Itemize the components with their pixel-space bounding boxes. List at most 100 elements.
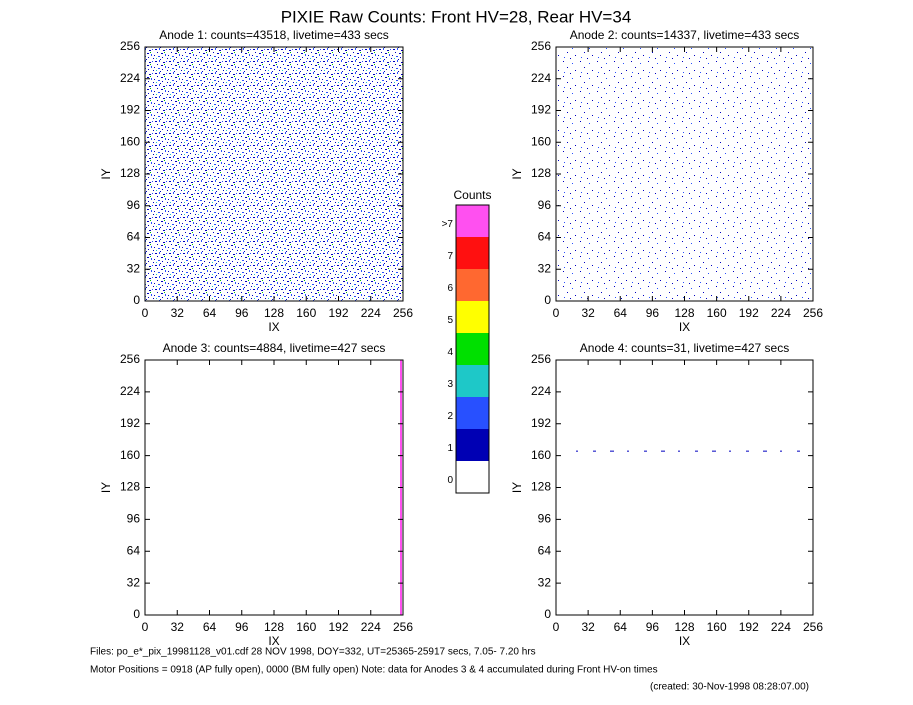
- count-image: [145, 47, 403, 301]
- y-tick-label: 192: [531, 103, 551, 117]
- y-tick-label: 224: [531, 71, 551, 85]
- y-tick-label: 192: [531, 416, 551, 430]
- y-tick-label: 224: [120, 384, 140, 398]
- count-image: [627, 450, 629, 452]
- colorbar-label: 7: [447, 251, 453, 262]
- y-tick-label: 128: [531, 166, 551, 180]
- y-tick-label: 32: [538, 261, 552, 275]
- x-tick-label: 256: [803, 620, 823, 634]
- plot-title: Anode 2: counts=14337, livetime=433 secs: [570, 28, 800, 42]
- count-image: [797, 450, 800, 452]
- x-tick-label: 32: [581, 620, 595, 634]
- y-tick-label: 0: [133, 293, 140, 307]
- x-tick-label: 224: [771, 306, 791, 320]
- x-tick-label: 160: [707, 620, 727, 634]
- x-tick-label: 128: [674, 306, 694, 320]
- x-tick-label: 160: [296, 306, 316, 320]
- x-tick-label: 32: [171, 306, 185, 320]
- colorbar-swatch: [456, 237, 489, 269]
- colorbar-label: 5: [447, 315, 453, 326]
- count-image: [644, 450, 647, 452]
- footer-line: Files: po_e*_pix_19981128_v01.cdf 28 NOV…: [90, 647, 536, 658]
- y-tick-label: 160: [531, 134, 551, 148]
- count-image: [780, 450, 782, 452]
- y-tick-label: 64: [127, 543, 141, 557]
- x-tick-label: 224: [361, 620, 381, 634]
- y-tick-label: 96: [127, 512, 141, 526]
- x-tick-label: 256: [393, 620, 413, 634]
- x-tick-label: 224: [361, 306, 381, 320]
- x-tick-label: 32: [171, 620, 185, 634]
- x-tick-label: 128: [264, 306, 284, 320]
- colorbar-swatch: [456, 365, 489, 397]
- x-tick-label: 128: [264, 620, 284, 634]
- colorbar-label: 6: [447, 283, 453, 294]
- count-image: [763, 450, 767, 452]
- y-axis-label: IY: [99, 168, 113, 179]
- x-tick-label: 96: [646, 306, 660, 320]
- plot-frame: [144, 359, 404, 616]
- x-tick-label: 160: [296, 620, 316, 634]
- y-tick-label: 256: [120, 352, 140, 366]
- page-title: PIXIE Raw Counts: Front HV=28, Rear HV=3…: [281, 7, 632, 26]
- colorbar-title: Counts: [453, 188, 491, 202]
- x-tick-label: 0: [142, 620, 149, 634]
- colorbar-label: 1: [447, 443, 453, 454]
- count-image: [661, 450, 665, 452]
- y-tick-label: 0: [544, 293, 551, 307]
- y-tick-label: 256: [531, 352, 551, 366]
- y-tick-label: 192: [120, 103, 140, 117]
- y-tick-label: 160: [531, 448, 551, 462]
- x-tick-label: 192: [739, 306, 759, 320]
- y-axis-label: IY: [99, 482, 113, 493]
- y-tick-label: 160: [120, 448, 140, 462]
- y-tick-label: 128: [120, 166, 140, 180]
- y-tick-label: 256: [120, 39, 140, 53]
- y-tick-label: 224: [531, 384, 551, 398]
- y-tick-label: 0: [544, 607, 551, 621]
- x-tick-label: 160: [707, 306, 727, 320]
- y-tick-label: 0: [133, 607, 140, 621]
- x-tick-label: 32: [581, 306, 595, 320]
- count-image: [729, 450, 731, 452]
- x-tick-label: 64: [614, 620, 628, 634]
- x-tick-label: 0: [553, 620, 560, 634]
- footer-line: (created: 30-Nov-1998 08:28:07.00): [650, 682, 809, 693]
- colorbar-swatch: [456, 333, 489, 365]
- y-tick-label: 96: [538, 198, 552, 212]
- y-tick-label: 224: [120, 71, 140, 85]
- colorbar-swatch: [456, 397, 489, 429]
- colorbar-swatch: [456, 429, 489, 461]
- colorbar-label: >7: [442, 219, 454, 230]
- y-axis-label: IY: [510, 482, 524, 493]
- colorbar-swatch: [456, 269, 489, 301]
- x-tick-label: 256: [803, 306, 823, 320]
- y-tick-label: 64: [127, 230, 141, 244]
- plot-title: Anode 1: counts=43518, livetime=433 secs: [159, 28, 389, 42]
- y-tick-label: 64: [538, 230, 552, 244]
- x-tick-label: 64: [203, 306, 217, 320]
- x-axis-label: IX: [268, 320, 279, 334]
- count-image: [556, 47, 813, 301]
- x-tick-label: 96: [646, 620, 660, 634]
- colorbar-swatch: [456, 461, 489, 493]
- count-image: [610, 450, 614, 452]
- x-tick-label: 192: [328, 620, 348, 634]
- count-image: [746, 450, 749, 452]
- x-axis-label: IX: [679, 320, 690, 334]
- colorbar-label: 4: [447, 347, 453, 358]
- colorbar-swatch: [456, 205, 489, 237]
- colorbar-label: 3: [447, 379, 453, 390]
- x-tick-label: 256: [393, 306, 413, 320]
- x-tick-label: 64: [203, 620, 217, 634]
- x-tick-label: 96: [235, 620, 249, 634]
- y-tick-label: 128: [531, 480, 551, 494]
- y-tick-label: 64: [538, 543, 552, 557]
- y-tick-label: 96: [538, 512, 552, 526]
- y-tick-label: 192: [120, 416, 140, 430]
- y-tick-label: 32: [538, 575, 552, 589]
- x-tick-label: 192: [739, 620, 759, 634]
- footer-line: Motor Positions = 0918 (AP fully open), …: [90, 665, 658, 676]
- x-tick-label: 0: [142, 306, 149, 320]
